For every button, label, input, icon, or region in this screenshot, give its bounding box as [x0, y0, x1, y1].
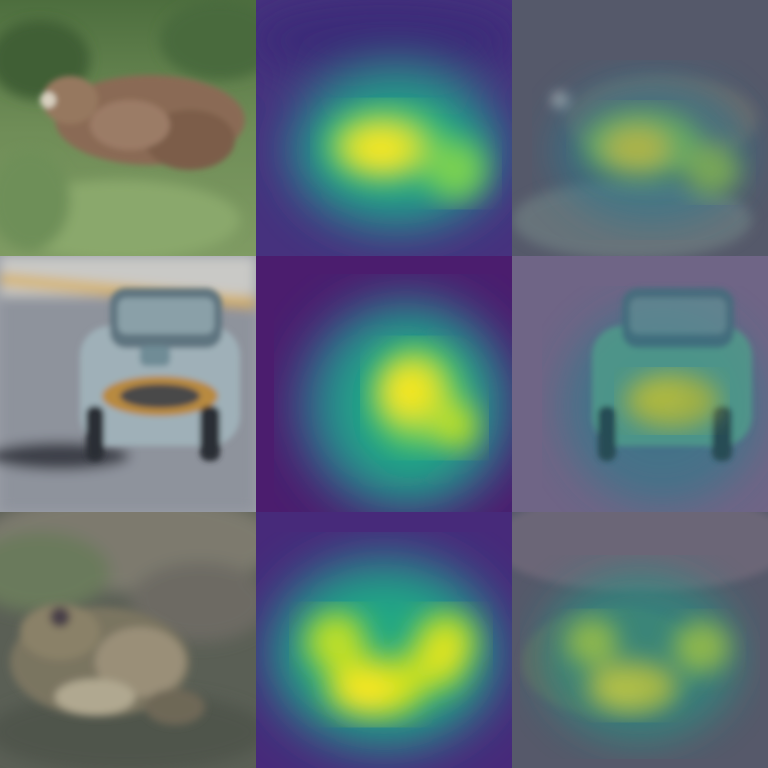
frog-overlay: [512, 512, 768, 768]
car-heatmap-image: [256, 256, 512, 512]
car-heatmap: [256, 256, 512, 512]
frog-photo: [0, 512, 256, 768]
frog-heatmap-image: [256, 512, 512, 768]
deer-overlay-image: [512, 0, 768, 256]
deer-shape: [40, 75, 245, 170]
car-overlay: [512, 256, 768, 512]
deer-photo: [0, 0, 256, 256]
deer-overlay: [512, 0, 768, 256]
car-shape: [80, 288, 240, 461]
frog-heatmap: [256, 512, 512, 768]
frog-shape: [10, 604, 205, 725]
car-photo-image: [0, 256, 256, 512]
deer-photo-image: [0, 0, 256, 256]
frog-overlay-image: [512, 512, 768, 768]
deer-heatmap: [256, 0, 512, 256]
car-overlay-image: [512, 256, 768, 512]
car-photo: [0, 256, 256, 512]
deer-heatmap-image: [256, 0, 512, 256]
frog-photo-image: [0, 512, 256, 768]
